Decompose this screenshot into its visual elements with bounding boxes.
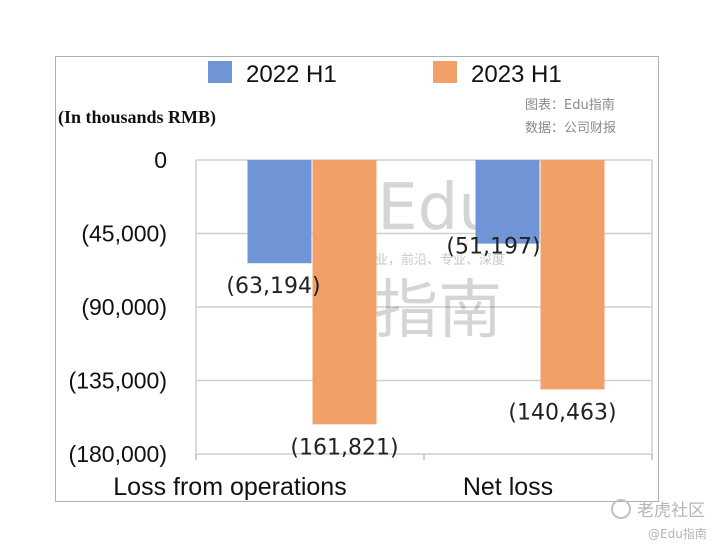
data-label: (63,194)	[226, 274, 320, 299]
bar-2023-h1-1	[540, 160, 605, 390]
corner-logo-text: 老虎社区	[637, 501, 705, 521]
bars	[247, 160, 605, 425]
bar-2023-h1-0	[312, 160, 377, 425]
legend-label-2023: 2023 H1	[471, 61, 562, 88]
x-axis-categories: Loss from operations Net loss	[113, 473, 553, 501]
y-tick-label: (135,000)	[69, 368, 167, 394]
bar-2022-h1-0	[247, 160, 312, 264]
legend: 2022 H1 2023 H1	[208, 61, 562, 88]
watermark-zhinan: 指南	[374, 274, 502, 348]
y-tick-label: (45,000)	[81, 221, 167, 247]
legend-label-2022: 2022 H1	[246, 61, 337, 88]
legend-swatch-2022	[208, 61, 232, 83]
unit-note: (In thousands RMB)	[58, 107, 216, 128]
source-data: 数据：公司财报	[525, 121, 616, 136]
corner-watermark: 老虎社区 @Edu指南	[611, 499, 707, 541]
y-tick-label: (180,000)	[69, 441, 167, 467]
x-category-label: Loss from operations	[113, 473, 346, 501]
data-label: (161,821)	[290, 435, 398, 460]
source-note: 图表：Edu指南 数据：公司财报	[525, 97, 616, 136]
y-tick-label: (90,000)	[81, 294, 167, 320]
y-tick-label: 0	[154, 147, 167, 173]
legend-swatch-2023	[433, 61, 457, 83]
corner-handle: @Edu指南	[648, 526, 707, 541]
source-chart: 图表：Edu指南	[525, 97, 615, 113]
y-axis-ticks: 0 (45,000) (90,000) (135,000) (180,000)	[69, 147, 167, 467]
tiger-logo-icon	[611, 499, 631, 519]
watermark-slogan: 教育行业，前沿、专业、深度	[336, 252, 505, 268]
data-label: (140,463)	[508, 400, 616, 425]
x-category-label: Net loss	[463, 473, 553, 501]
data-labels: (63,194) (161,821) (51,197) (140,463)	[226, 235, 616, 461]
bar-2022-h1-1	[475, 160, 540, 244]
data-label: (51,197)	[446, 235, 540, 260]
